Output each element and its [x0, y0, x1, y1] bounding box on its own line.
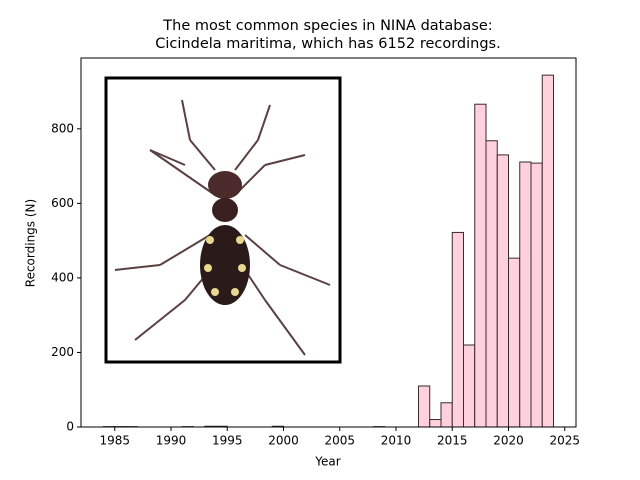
chart-title: The most common species in NINA database…: [162, 18, 492, 34]
beetle-leg: [159, 234, 211, 266]
bar: [429, 419, 442, 428]
beetle-spot: [211, 288, 219, 296]
x-tick-label: 2000: [268, 434, 299, 448]
bar: [451, 231, 464, 428]
beetle-thorax: [212, 198, 238, 222]
bar: [508, 257, 521, 428]
beetle-spot: [206, 236, 214, 244]
bar: [485, 140, 498, 428]
beetle-spot: [231, 288, 239, 296]
x-tick-label: 2005: [324, 434, 355, 448]
beetle-leg: [234, 139, 259, 171]
chart-subtitle: Cicindela maritima, which has 6152 recor…: [155, 36, 500, 52]
bar: [541, 74, 554, 428]
bar: [418, 385, 431, 428]
x-tick-label: 1985: [99, 434, 130, 448]
y-tick-label: 400: [51, 270, 74, 284]
beetle-leg: [149, 149, 186, 166]
beetle-leg: [257, 104, 271, 141]
beetle-spot: [236, 236, 244, 244]
beetle-leg: [264, 299, 306, 356]
bar: [463, 344, 476, 428]
beetle-leg: [279, 264, 331, 286]
beetle-leg: [264, 154, 306, 166]
bar: [530, 162, 543, 428]
y-axis-label: Recordings (N): [24, 199, 38, 287]
beetle-leg: [149, 149, 216, 196]
beetle-leg: [114, 264, 161, 271]
y-tick-label: 0: [66, 420, 74, 434]
bar: [440, 402, 453, 428]
beetle-body: [200, 225, 250, 305]
x-tick-label: 2020: [493, 434, 524, 448]
bar: [496, 154, 509, 428]
inset-image: [104, 76, 342, 364]
x-tick-label: 2015: [437, 434, 468, 448]
bar: [519, 161, 532, 428]
plot-frame: [80, 57, 577, 428]
beetle-leg: [189, 139, 216, 171]
x-tick-label: 2010: [381, 434, 412, 448]
beetle-leg: [134, 299, 186, 341]
beetle-spot: [204, 264, 212, 272]
x-tick-label: 1990: [156, 434, 187, 448]
y-tick-label: 800: [51, 121, 74, 135]
beetle-head: [208, 171, 242, 199]
x-tick-label: 2025: [549, 434, 580, 448]
beetle-leg: [181, 99, 191, 141]
y-tick-label: 200: [51, 345, 74, 359]
beetle-leg: [244, 234, 281, 266]
bar: [474, 103, 487, 428]
beetle-spot: [238, 264, 246, 272]
x-axis-label: Year: [314, 455, 340, 469]
y-tick-label: 600: [51, 196, 74, 210]
x-tick-label: 1995: [212, 434, 243, 448]
